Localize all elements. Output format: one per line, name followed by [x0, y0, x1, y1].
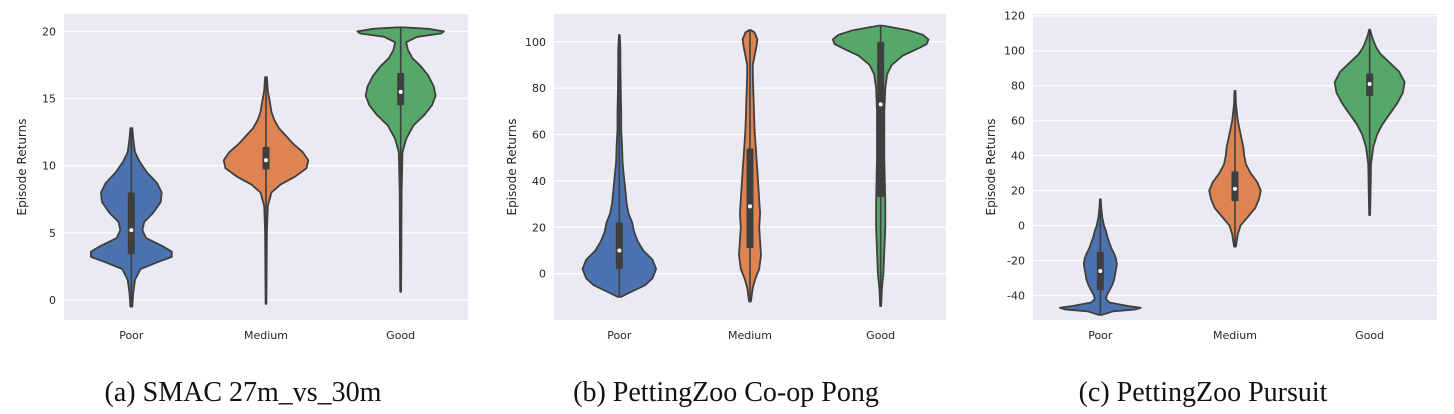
- y-tick-label: 0: [1018, 220, 1025, 233]
- y-tick-label: 40: [532, 175, 546, 188]
- violin-iqr-box: [877, 41, 885, 198]
- chart-panel-1: 0 5 10 15 20 Episode Returns Poor Medium Good (a)…: [15, 14, 468, 408]
- y-tick-label: 120: [1004, 10, 1025, 23]
- x-tick-label: Good: [1355, 329, 1384, 342]
- violin-poor: [1059, 198, 1142, 316]
- violin-median-dot: [878, 102, 883, 107]
- violin-iqr-box: [127, 192, 135, 255]
- violin-median-dot: [617, 248, 622, 253]
- x-tick-label: Poor: [1088, 329, 1113, 342]
- violin-iqr-box: [746, 148, 754, 249]
- violin-iqr-box: [397, 73, 405, 106]
- y-axis-label: Episode Returns: [984, 118, 998, 215]
- violin-median-dot: [398, 89, 403, 94]
- y-axis-label: Episode Returns: [505, 118, 519, 215]
- violin-median-dot: [129, 228, 134, 233]
- chart-panel-3: -40 -20 0 20 40 60 80 100 120 Episode Returns Poor…: [984, 10, 1437, 408]
- violin-median-dot: [748, 204, 752, 209]
- violin-poor: [581, 34, 657, 298]
- x-tick-label: Good: [386, 329, 415, 342]
- y-tick-label: 60: [1011, 115, 1025, 128]
- y-tick-label: 20: [1011, 185, 1025, 198]
- x-tick-label: Poor: [607, 329, 632, 342]
- y-tick-label: 20: [42, 25, 56, 38]
- x-tick-label: Good: [866, 329, 895, 342]
- y-tick-label: 10: [42, 160, 56, 173]
- violin-median-dot: [1367, 81, 1372, 86]
- y-tick-label: 100: [1004, 45, 1025, 58]
- violin-medium: [1208, 90, 1262, 248]
- violin-iqr-box: [615, 222, 623, 269]
- violin-median-dot: [1233, 186, 1237, 191]
- y-axis-label: Episode Returns: [15, 118, 29, 215]
- y-tick-label: 0: [49, 294, 56, 307]
- y-tick-label: 100: [525, 36, 546, 49]
- y-tick-label: 0: [539, 268, 546, 281]
- y-tick-label: 80: [532, 82, 546, 95]
- violin-median-dot: [1098, 269, 1103, 274]
- y-tick-label: 80: [1011, 80, 1025, 93]
- x-tick-label: Poor: [119, 329, 144, 342]
- violin-good: [356, 26, 445, 293]
- y-tick-label: -20: [1007, 255, 1025, 268]
- violin-poor: [90, 127, 173, 308]
- y-tick-label: 15: [42, 93, 56, 106]
- panel-caption: (c) PettingZoo Pursuit: [1079, 377, 1328, 408]
- panel-caption: (b) PettingZoo Co-op Pong: [573, 377, 879, 408]
- y-tick-label: 20: [532, 221, 546, 234]
- y-tick-label: 60: [532, 129, 546, 142]
- chart-panel-2: 0 20 40 60 80 100 Episode Returns Poor Medium Goo…: [505, 14, 946, 408]
- x-tick-label: Medium: [728, 329, 772, 342]
- x-tick-label: Medium: [244, 329, 288, 342]
- y-tick-label: 5: [49, 227, 56, 240]
- violin-medium: [222, 76, 310, 305]
- violin-median-dot: [264, 158, 268, 163]
- y-tick-label: 40: [1011, 150, 1025, 163]
- panel-caption: (a) SMAC 27m_vs_30m: [105, 377, 382, 408]
- x-tick-label: Medium: [1213, 329, 1257, 342]
- violin-good: [831, 24, 930, 307]
- violin-medium: [738, 29, 762, 303]
- violin-good: [1333, 28, 1406, 216]
- violin-iqr-box: [262, 146, 270, 170]
- y-tick-label: -40: [1007, 290, 1025, 303]
- violin-iqr-box: [1231, 171, 1239, 202]
